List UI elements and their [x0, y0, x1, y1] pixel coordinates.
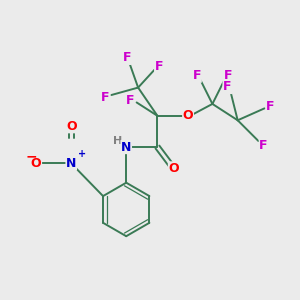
Text: O: O	[183, 109, 194, 122]
Text: H: H	[113, 136, 122, 146]
Text: F: F	[101, 91, 110, 103]
Text: F: F	[123, 51, 131, 64]
Text: N: N	[121, 140, 131, 154]
Text: O: O	[31, 157, 41, 170]
Text: +: +	[78, 149, 86, 159]
Text: F: F	[126, 94, 134, 106]
Text: N: N	[66, 157, 76, 170]
Text: O: O	[169, 162, 179, 175]
Text: F: F	[224, 69, 232, 82]
Text: F: F	[155, 60, 163, 73]
Text: O: O	[66, 120, 76, 133]
Text: F: F	[193, 69, 201, 82]
Text: −: −	[25, 149, 37, 164]
Text: F: F	[223, 80, 232, 94]
Text: F: F	[259, 139, 268, 152]
Text: F: F	[266, 100, 275, 113]
